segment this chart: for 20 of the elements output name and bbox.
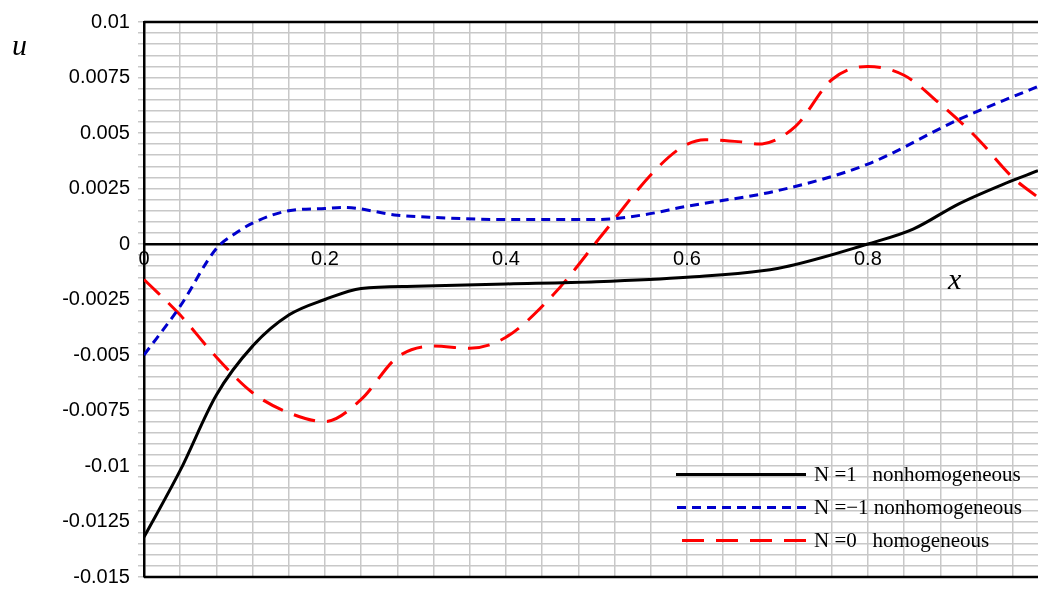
x-tick-label: 0.2	[311, 246, 339, 269]
y-tick-label: -0.015	[73, 564, 130, 587]
y-tick-label: -0.0025	[62, 287, 130, 310]
legend-label: N =1 nonhomogeneous	[813, 462, 1021, 487]
y-tick-label: -0.005	[73, 342, 130, 365]
y-tick-label: 0.01	[91, 9, 130, 32]
legend-label: N =−1 nonhomogeneous	[813, 495, 1022, 520]
y-tick-label: 0	[118, 231, 130, 254]
y-tick-label: 0.0075	[68, 65, 130, 88]
y-tick-label: 0.005	[79, 120, 130, 143]
x-axis-title: x	[948, 262, 962, 296]
x-tick-label: 0.6	[673, 246, 701, 269]
y-axis-title: u	[12, 28, 27, 62]
y-tick-label: 0.0025	[68, 176, 130, 199]
x-tick-label: 0.4	[492, 246, 520, 269]
y-tick-label: -0.0075	[62, 398, 130, 421]
x-tick-label: 0.8	[853, 246, 882, 269]
y-tick-label: -0.01	[84, 453, 130, 476]
y-tick-label: -0.0125	[62, 509, 130, 532]
legend-label: N =0 homogeneous	[813, 528, 990, 553]
